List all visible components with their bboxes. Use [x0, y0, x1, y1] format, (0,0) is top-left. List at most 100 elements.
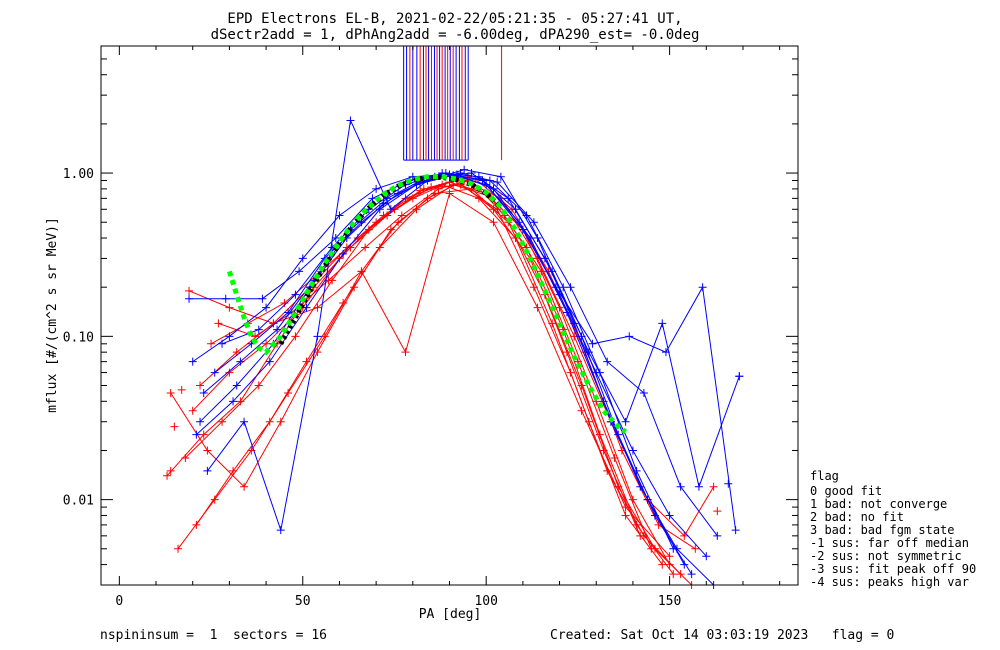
data-point — [515, 218, 524, 227]
data-point — [625, 332, 634, 341]
data-point — [361, 243, 370, 252]
data-point — [203, 446, 212, 455]
data-point — [522, 211, 531, 220]
data-point — [566, 283, 575, 292]
data-point — [434, 184, 443, 193]
data-point — [192, 430, 201, 439]
data-point — [203, 466, 212, 475]
x-tick-label: 100 — [474, 594, 497, 609]
data-point — [397, 211, 406, 220]
y-axis-label: mflux [#/(cm^2 s sr MeV)] — [45, 217, 60, 413]
data-point — [427, 183, 436, 192]
y-tick-label: 0.01 — [63, 494, 94, 509]
data-point — [735, 372, 744, 381]
data-point — [731, 526, 740, 535]
series-18 — [218, 169, 744, 491]
data-point — [489, 205, 498, 214]
data-point — [295, 267, 304, 276]
data-point — [258, 294, 267, 303]
data-point — [210, 495, 219, 504]
series-line — [170, 179, 715, 537]
series-1 — [163, 180, 685, 579]
legend-item: 0 good fit — [810, 484, 882, 498]
data-point — [254, 325, 263, 334]
data-point — [496, 172, 505, 181]
data-point — [694, 482, 703, 491]
data-point — [511, 205, 520, 214]
x-tick-label: 150 — [658, 594, 681, 609]
data-point — [386, 225, 395, 234]
series-line — [192, 181, 671, 565]
data-point — [335, 211, 344, 220]
data-point — [632, 520, 641, 529]
data-point — [196, 381, 205, 390]
legend-item: 3 bad: bad fgm state — [810, 523, 955, 537]
chart-title-line2: dSectr2add = 1, dPhAng2add = -6.00deg, d… — [211, 27, 700, 43]
data-point — [412, 205, 421, 214]
data-point — [313, 332, 322, 341]
data-point — [218, 417, 227, 426]
y-tick-label: 0.10 — [63, 330, 94, 345]
data-point — [394, 218, 403, 227]
data-point — [636, 531, 645, 540]
data-point — [265, 417, 274, 426]
data-point — [185, 286, 194, 295]
data-point — [713, 531, 722, 540]
data-point — [559, 283, 568, 292]
data-point — [702, 552, 711, 561]
data-point — [687, 570, 696, 579]
data-point — [639, 388, 648, 397]
data-point — [346, 116, 355, 125]
data-point — [489, 218, 498, 227]
data-point — [621, 417, 630, 426]
data-point — [240, 482, 249, 491]
data-point — [188, 406, 197, 415]
data-point — [225, 303, 234, 312]
series-layer — [163, 116, 744, 589]
data-point — [210, 368, 219, 377]
data-point — [665, 552, 674, 561]
data-point — [628, 446, 637, 455]
data-point — [225, 368, 234, 377]
data-point — [665, 560, 674, 569]
data-point — [339, 249, 348, 258]
series-line — [195, 184, 674, 575]
data-point — [199, 388, 208, 397]
data-point — [548, 319, 557, 328]
data-point — [298, 254, 307, 263]
data-point — [276, 417, 285, 426]
data-point — [229, 397, 238, 406]
legend-items: 0 good fit 1 bad: not converge 2 bad: no… — [810, 484, 976, 589]
data-point — [192, 520, 201, 529]
data-point — [269, 319, 278, 328]
data-point — [375, 243, 384, 252]
data-point — [188, 357, 197, 366]
y-tick-label: 1.00 — [63, 167, 94, 182]
chart-title-line1: EPD Electrons EL-B, 2021-02-22/05:21:35 … — [227, 11, 682, 27]
data-point — [665, 511, 674, 520]
data-point — [577, 406, 586, 415]
data-point — [207, 339, 216, 348]
data-point — [493, 178, 502, 187]
series-13 — [196, 170, 718, 589]
data-point — [225, 332, 234, 341]
flag-legend: flag 0 good fit 1 bad: not converge 2 ba… — [810, 469, 976, 589]
data-point — [218, 339, 227, 348]
data-point — [456, 169, 465, 178]
data-point — [196, 417, 205, 426]
data-point — [548, 267, 557, 276]
data-point — [313, 303, 322, 312]
legend-item: -2 sus: not symmetric — [810, 549, 962, 563]
data-point — [621, 511, 630, 520]
footer-left: nspininsum = 1 sectors = 16 — [100, 628, 327, 643]
data-point — [265, 357, 274, 366]
data-point — [276, 526, 285, 535]
data-point — [691, 544, 700, 553]
legend-item: 1 bad: not converge — [810, 497, 947, 511]
data-point — [170, 422, 179, 431]
data-point — [166, 388, 175, 397]
data-point — [185, 294, 194, 303]
data-point — [533, 303, 542, 312]
data-point — [181, 453, 190, 462]
